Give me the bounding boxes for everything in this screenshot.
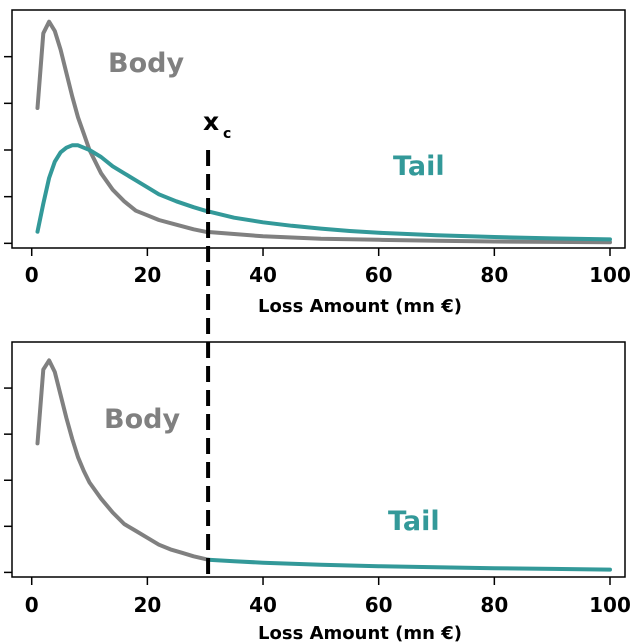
top-body-curve: [35, 19, 612, 245]
bottom-y-ticks: [4, 387, 12, 574]
bottom-body-label: Body: [104, 404, 180, 435]
bottom-panel: 0 20 40 60 80 100 Body Tail Loss Amount (mn €…: [4, 341, 631, 644]
top-x-tick-label-3: 60: [365, 263, 393, 287]
top-x-axis-label: Loss Amount (mn €): [258, 296, 462, 317]
top-plot-frame: [11, 9, 626, 249]
top-x-tick-label-2: 40: [249, 263, 277, 287]
top-tail-curve: [35, 143, 612, 242]
threshold-subscript: c: [223, 126, 231, 142]
bottom-x-axis-label: Loss Amount (mn €): [258, 623, 462, 644]
threshold-marker: x c: [203, 107, 231, 577]
bottom-x-ticks: 0 20 40 60 80 100: [25, 577, 631, 617]
bottom-x-tick-label-3: 60: [365, 593, 393, 617]
top-x-tick-label-0: 0: [25, 263, 39, 287]
top-x-ticks: 0 20 40 60 80 100: [25, 248, 631, 287]
top-panel: 0 20 40 60 80 100 Body Tail Loss Amount (mn €…: [4, 9, 631, 317]
bottom-plot-frame: [11, 341, 626, 578]
bottom-tail-label: Tail: [388, 506, 440, 537]
bottom-body-curve: [35, 358, 211, 562]
top-series: [35, 19, 612, 245]
bottom-x-tick-label-4: 80: [480, 593, 508, 617]
bottom-x-tick-label-0: 0: [25, 593, 39, 617]
top-tail-label: Tail: [393, 151, 445, 182]
threshold-label: x: [203, 107, 219, 136]
bottom-x-tick-label-2: 40: [249, 593, 277, 617]
bottom-x-tick-label-1: 20: [133, 593, 161, 617]
top-y-ticks: [4, 55, 12, 245]
top-x-tick-label-5: 100: [589, 263, 631, 287]
bottom-tail-curve: [206, 557, 612, 572]
bottom-x-tick-label-5: 100: [589, 593, 631, 617]
bottom-series: [35, 358, 612, 572]
top-body-label: Body: [108, 48, 184, 79]
top-x-tick-label-4: 80: [480, 263, 508, 287]
top-x-tick-label-1: 20: [133, 263, 161, 287]
